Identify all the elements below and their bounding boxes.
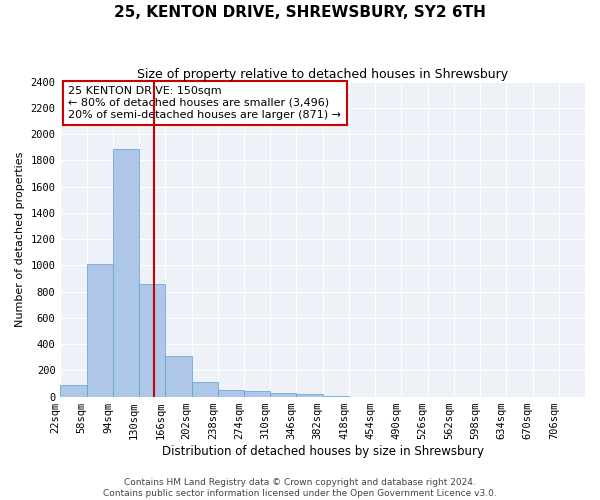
Text: 25 KENTON DRIVE: 150sqm
← 80% of detached houses are smaller (3,496)
20% of semi: 25 KENTON DRIVE: 150sqm ← 80% of detache… [68, 86, 341, 120]
Bar [218, 390, 244, 396]
Bar [296, 394, 323, 396]
Bar [61, 385, 86, 396]
Text: 25, KENTON DRIVE, SHREWSBURY, SY2 6TH: 25, KENTON DRIVE, SHREWSBURY, SY2 6TH [114, 5, 486, 20]
Bar [191, 382, 218, 396]
X-axis label: Distribution of detached houses by size in Shrewsbury: Distribution of detached houses by size … [162, 444, 484, 458]
Bar [113, 148, 139, 396]
Title: Size of property relative to detached houses in Shrewsbury: Size of property relative to detached ho… [137, 68, 508, 80]
Bar [270, 392, 296, 396]
Y-axis label: Number of detached properties: Number of detached properties [15, 152, 25, 327]
Bar [86, 264, 113, 396]
Bar [166, 356, 191, 397]
Bar [244, 392, 270, 396]
Text: Contains HM Land Registry data © Crown copyright and database right 2024.
Contai: Contains HM Land Registry data © Crown c… [103, 478, 497, 498]
Bar [139, 284, 166, 397]
